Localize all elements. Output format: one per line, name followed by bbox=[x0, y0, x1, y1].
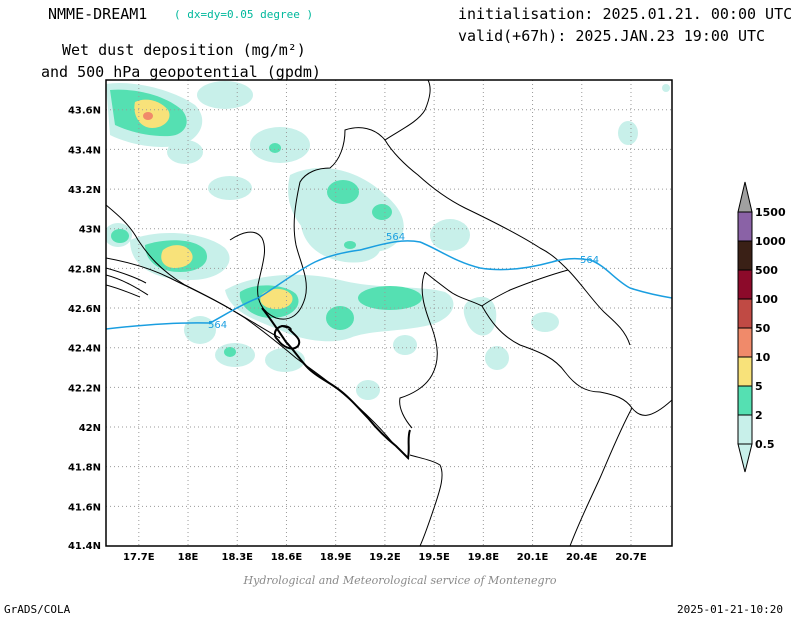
colorbar-lower-arrow bbox=[737, 443, 753, 473]
colorbar-segment bbox=[737, 269, 753, 300]
colorbar-segment bbox=[737, 211, 753, 242]
model-name: NMME-DREAM1 bbox=[48, 5, 148, 23]
lon-tick-label: 18E bbox=[178, 552, 199, 563]
colorbar-upper-arrow bbox=[737, 181, 753, 213]
contour-label-a: 564 bbox=[208, 320, 227, 331]
lon-tick-label: 18.3E bbox=[221, 552, 253, 563]
contour-label-b: 564 bbox=[386, 232, 405, 243]
lon-tick-label: 19.5E bbox=[418, 552, 450, 563]
borders bbox=[106, 80, 672, 546]
lon-tick-label: 17.7E bbox=[123, 552, 155, 563]
map-title-line2: and 500 hPa geopotential (gpdm) bbox=[41, 63, 321, 81]
colorbar-label: 10 bbox=[755, 351, 771, 364]
lat-tick-label: 42.6N bbox=[68, 304, 101, 315]
colorbar-label: 50 bbox=[755, 322, 771, 335]
contour-label-c: 564 bbox=[580, 255, 599, 266]
colorbar-label: 500 bbox=[755, 264, 778, 277]
lat-tick-label: 42.8N bbox=[68, 264, 101, 275]
lat-tick-label: 43.4N bbox=[68, 145, 101, 156]
colorbar-segment bbox=[737, 385, 753, 416]
colorbar-label: 5 bbox=[755, 380, 763, 393]
geopotential-contour bbox=[106, 240, 672, 330]
contour-labels: 564 564 564 bbox=[208, 232, 599, 331]
gridlines bbox=[106, 80, 672, 546]
lat-tick-label: 43.2N bbox=[68, 185, 101, 196]
software-credit: GrADS/COLA bbox=[4, 603, 71, 616]
colorbar-segment bbox=[737, 327, 753, 358]
colorbar-label: 1500 bbox=[755, 206, 786, 219]
colorbar-segment bbox=[737, 298, 753, 329]
lon-tick-label: 19.8E bbox=[468, 552, 500, 563]
lat-tick-label: 42.4N bbox=[68, 344, 101, 355]
lon-tick-label: 20.1E bbox=[517, 552, 549, 563]
lon-tick-label: 19.2E bbox=[369, 552, 401, 563]
agency-credit: Hydrological and Meteorological service … bbox=[243, 574, 557, 587]
map-title-line1: Wet dust deposition (mg/m²) bbox=[62, 41, 306, 59]
colorbar-segment bbox=[737, 414, 753, 445]
generation-timestamp: 2025-01-21-10:20 bbox=[677, 603, 783, 616]
colorbar-label: 2 bbox=[755, 409, 763, 422]
valid-time: valid(+67h): 2025.JAN.23 19:00 UTC bbox=[458, 27, 766, 45]
colorbar-segment bbox=[737, 240, 753, 271]
colorbar-label: 100 bbox=[755, 293, 778, 306]
lat-tick-label: 43.6N bbox=[68, 106, 101, 117]
latitude-labels: 43.6N 43.4N 43.2N 43N 42.8N 42.6N 42.4N 42.2N 42… bbox=[68, 106, 101, 552]
lon-tick-label: 20.7E bbox=[615, 552, 647, 563]
longitude-labels: 17.7E 18E 18.3E 18.6E 18.9E 19.2E 19.5E 19.8E 20… bbox=[123, 552, 647, 563]
lat-tick-label: 41.8N bbox=[68, 463, 101, 474]
lat-tick-label: 43N bbox=[79, 225, 101, 236]
lat-tick-label: 42N bbox=[79, 423, 101, 434]
lat-tick-label: 41.4N bbox=[68, 541, 101, 552]
lon-tick-label: 20.4E bbox=[566, 552, 598, 563]
init-time: initialisation: 2025.01.21. 00:00 UTC bbox=[458, 5, 793, 23]
colorbar: 0.5 2 5 10 50 100 500 1000 1500 bbox=[737, 181, 786, 473]
lon-tick-label: 18.9E bbox=[320, 552, 352, 563]
lon-tick-label: 18.6E bbox=[271, 552, 303, 563]
resolution-note: ( dx=dy=0.05 degree ) bbox=[174, 8, 314, 21]
colorbar-segment bbox=[737, 356, 753, 387]
colorbar-label: 0.5 bbox=[755, 438, 775, 451]
lat-tick-label: 42.2N bbox=[68, 383, 101, 394]
lat-tick-label: 41.6N bbox=[68, 502, 101, 513]
map-frame bbox=[105, 79, 673, 547]
colorbar-label: 1000 bbox=[755, 235, 786, 248]
